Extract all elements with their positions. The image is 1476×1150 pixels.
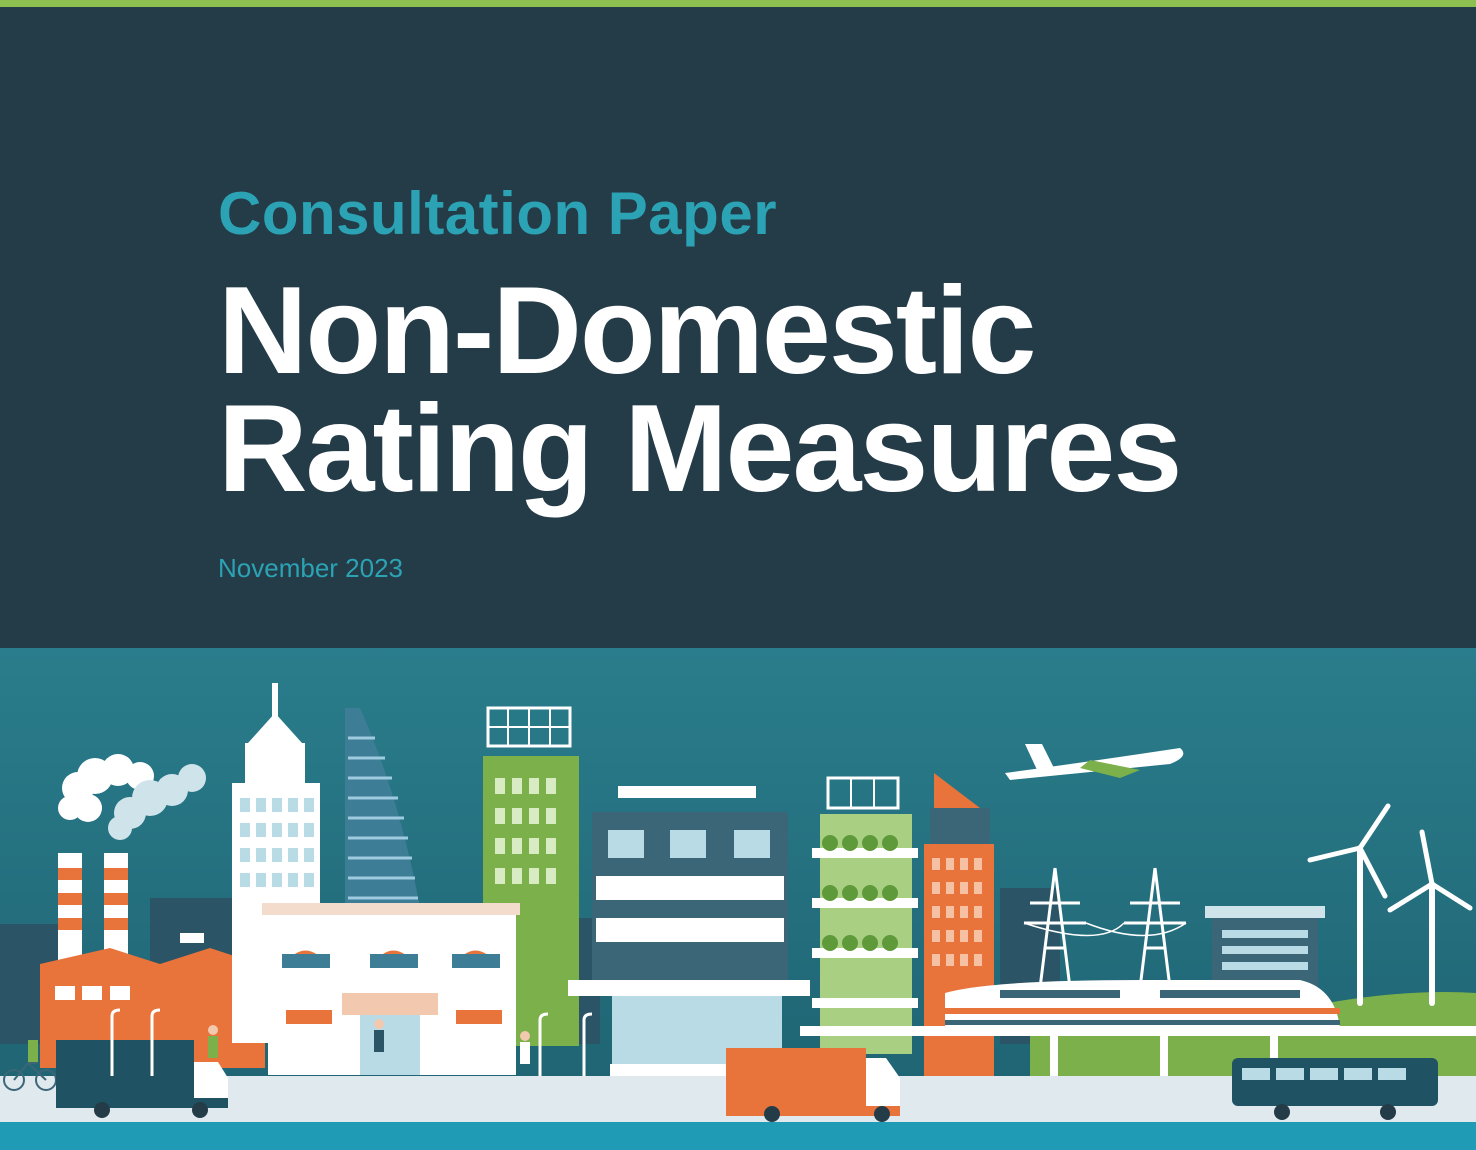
central-office	[568, 786, 810, 1076]
title-line-1: Non-Domestic	[218, 262, 1037, 400]
factory-chimneys	[58, 853, 128, 963]
street-lamps	[110, 1008, 593, 1076]
shop-building	[262, 903, 520, 1075]
delivery-truck-center	[726, 1048, 900, 1122]
power-pylons	[1023, 867, 1187, 989]
wind-turbines	[1307, 803, 1473, 1006]
airplane	[1005, 744, 1184, 780]
bus	[1232, 1058, 1438, 1120]
pedestrians	[208, 1019, 530, 1064]
title-line-2: Rating Measures	[218, 380, 1182, 518]
cover-header: Consultation Paper Non-Domestic Rating M…	[0, 7, 1476, 648]
document-title: Non-Domestic Rating Measures	[218, 262, 1182, 518]
city-skyline-illustration	[0, 648, 1476, 1150]
small-office-right	[1205, 906, 1325, 1008]
garden-building	[812, 776, 918, 1054]
publication-date: November 2023	[218, 553, 403, 583]
document-type-label: Consultation Paper	[218, 180, 778, 247]
bottom-strip	[0, 1122, 1476, 1150]
train	[945, 980, 1340, 1028]
top-accent-bar	[0, 0, 1476, 7]
orange-tower	[924, 773, 994, 1084]
delivery-truck-left	[56, 1040, 228, 1118]
